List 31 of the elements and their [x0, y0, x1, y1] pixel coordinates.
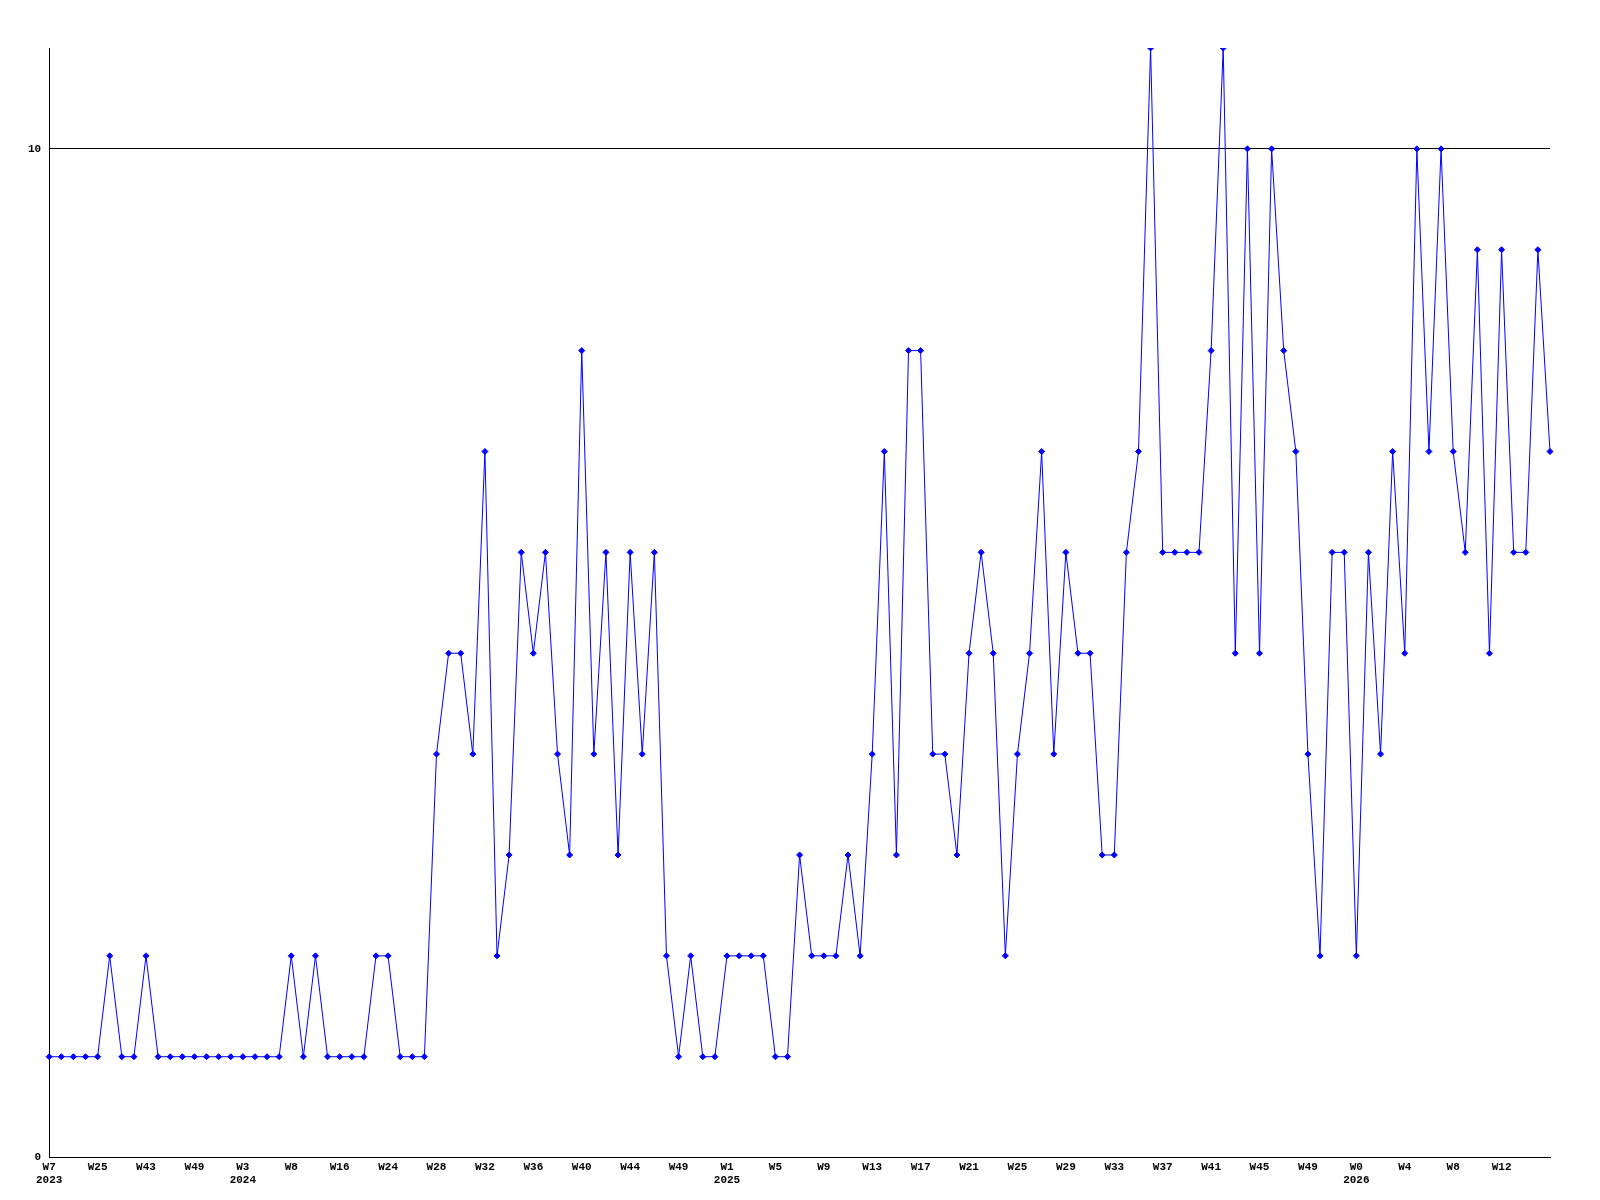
x-tick-label: W25: [87, 1160, 108, 1173]
x-tick-label: W33: [1104, 1160, 1125, 1173]
x-tick-label: W16: [329, 1160, 350, 1173]
x-tick-label: W49: [1298, 1160, 1318, 1173]
x-tick-label: W40: [571, 1160, 592, 1173]
x-tick-label: W43: [136, 1160, 157, 1173]
x-tick-label: W24: [378, 1160, 399, 1173]
x-tick-label: W5: [768, 1160, 783, 1173]
x-tick-label: W28: [426, 1160, 447, 1173]
x-tick-label: W44: [620, 1160, 641, 1173]
x-tick-label: W21: [959, 1160, 980, 1173]
x-tick-label: W37: [1152, 1160, 1173, 1173]
x-tick-label: W3 2024: [229, 1160, 257, 1187]
x-tick-label: W12: [1491, 1160, 1512, 1173]
x-tick-label: W32: [475, 1160, 495, 1173]
x-tick-label: W4: [1398, 1160, 1412, 1173]
x-tick-label: W9: [817, 1160, 831, 1173]
x-tick-label: W8: [284, 1160, 299, 1173]
x-tick-label: W8: [1446, 1160, 1461, 1173]
x-tick-label: W13: [862, 1160, 883, 1173]
x-tick-label: W25: [1007, 1160, 1028, 1173]
x-tick-label: W1 2025: [713, 1160, 741, 1187]
x-tick-label: W0 2026: [1343, 1160, 1370, 1187]
x-tick-label: W49: [184, 1160, 205, 1173]
x-tick-label: W41: [1201, 1160, 1222, 1173]
y-tick-label: 10: [28, 142, 42, 155]
x-tick-label: W29: [1055, 1160, 1076, 1173]
x-tick-label: W36: [523, 1160, 544, 1173]
x-tick-label: W17: [910, 1160, 931, 1173]
x-tick-label: W45: [1249, 1160, 1270, 1173]
x-tick-label: W49: [668, 1160, 689, 1173]
